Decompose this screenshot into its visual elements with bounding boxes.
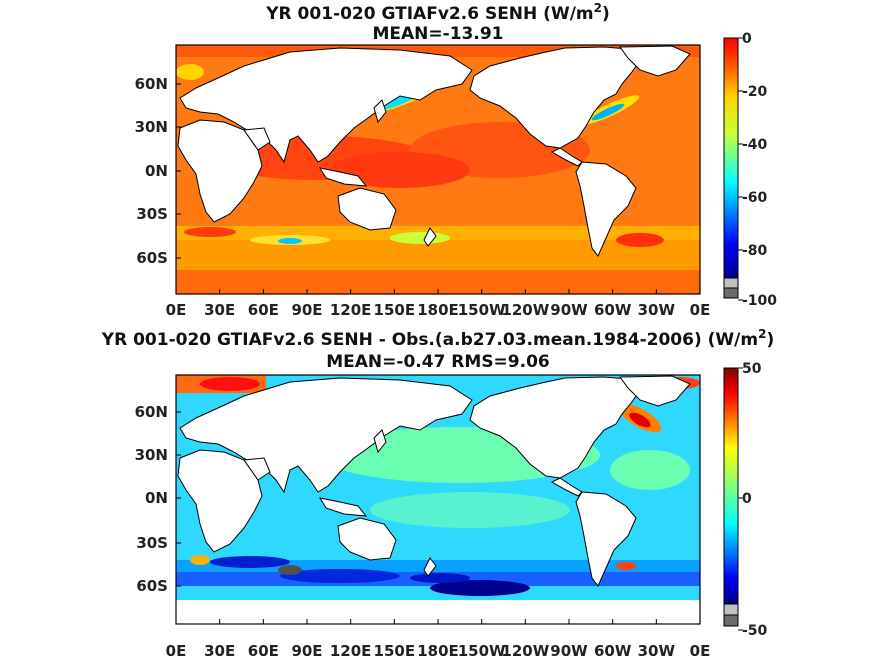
colorbar-tick-label: -100 bbox=[742, 293, 777, 309]
lat-tick-label: 60N bbox=[135, 403, 168, 421]
lon-tick-label: 0E bbox=[690, 301, 711, 319]
lon-tick-label: 150W bbox=[458, 301, 506, 319]
lat-tick-label: 0N bbox=[145, 162, 168, 180]
lon-tick-label: 150W bbox=[458, 642, 506, 656]
map-1 bbox=[176, 45, 700, 294]
colorbar-tick-label: -40 bbox=[742, 137, 768, 153]
colorbar-1-ticks: 0 -20 -40 -60 -80 -100 bbox=[738, 31, 777, 309]
lon-tick-label: 180E bbox=[417, 642, 459, 656]
lat-tick-label: 30N bbox=[135, 118, 168, 136]
colorbar-tick-label: 0 bbox=[742, 31, 752, 47]
colorbar-1: 0 -20 -40 -60 -80 -100 bbox=[723, 31, 777, 309]
colorbar-tick-label: -80 bbox=[742, 243, 768, 259]
lon-tick-label: 60W bbox=[594, 642, 632, 656]
colorbar-2: 50 0 -50 bbox=[723, 361, 768, 639]
lon-tick-label: 120E bbox=[330, 642, 372, 656]
lat-tick-label: 30S bbox=[136, 534, 168, 552]
lon-tick-label: 120W bbox=[501, 642, 549, 656]
lon-tick-label: 0E bbox=[166, 642, 187, 656]
lat-tick-label: 60N bbox=[135, 75, 168, 93]
panel-1: YR 001-020 GTIAFv2.6 SENH (W/m2) MEAN=-1… bbox=[135, 1, 778, 319]
colorbar-tick-label: -50 bbox=[742, 623, 768, 639]
lon-tick-label: 60W bbox=[594, 301, 632, 319]
colorbar-2-ticks: 50 0 -50 bbox=[738, 361, 768, 639]
lon-tick-label: 120W bbox=[501, 301, 549, 319]
lat-tick-label: 60S bbox=[136, 249, 168, 267]
panel-2-title: YR 001-020 GTIAFv2.6 SENH - Obs.(a.b27.0… bbox=[101, 327, 774, 350]
lon-tick-label: 30E bbox=[204, 301, 235, 319]
map-2 bbox=[176, 375, 700, 624]
lon-tick-label: 30E bbox=[204, 642, 235, 656]
lat-ticks-1: 60N 30N 0N 30S 60S bbox=[135, 75, 181, 267]
colorbar-tick-label: -60 bbox=[742, 190, 768, 206]
lat-tick-label: 60S bbox=[136, 577, 168, 595]
lon-tick-label: 30W bbox=[638, 301, 676, 319]
lon-tick-label: 180E bbox=[417, 301, 459, 319]
colorbar-tick-label: -20 bbox=[742, 84, 768, 100]
panel-1-subtitle: MEAN=-13.91 bbox=[373, 24, 504, 44]
lon-tick-label: 0E bbox=[166, 301, 187, 319]
lat-ticks-2: 60N 30N 0N 30S 60S bbox=[135, 403, 181, 595]
colorbar-2-under bbox=[723, 614, 739, 627]
lon-tick-label: 90W bbox=[550, 642, 588, 656]
lon-tick-label: 0E bbox=[690, 642, 711, 656]
lon-tick-label: 90E bbox=[291, 642, 322, 656]
lon-tick-label: 90W bbox=[550, 301, 588, 319]
lon-tick-label: 30W bbox=[638, 642, 676, 656]
lat-tick-label: 30N bbox=[135, 446, 168, 464]
lon-tick-label: 60E bbox=[248, 642, 279, 656]
lon-tick-label: 150E bbox=[374, 642, 416, 656]
lon-tick-label: 120E bbox=[330, 301, 372, 319]
colorbar-tick-label: 0 bbox=[742, 491, 752, 507]
panel-2: YR 001-020 GTIAFv2.6 SENH - Obs.(a.b27.0… bbox=[101, 327, 774, 656]
colorbar-1-under bbox=[723, 287, 739, 299]
lon-tick-label: 90E bbox=[291, 301, 322, 319]
panel-2-subtitle: MEAN=-0.47 RMS=9.06 bbox=[326, 352, 550, 372]
colorbar-tick-label: 50 bbox=[742, 361, 762, 377]
lat-tick-label: 30S bbox=[136, 205, 168, 223]
lon-tick-label: 150E bbox=[374, 301, 416, 319]
lat-tick-label: 0N bbox=[145, 489, 168, 507]
lon-tick-label: 60E bbox=[248, 301, 279, 319]
panel-1-title: YR 001-020 GTIAFv2.6 SENH (W/m2) bbox=[265, 1, 610, 24]
